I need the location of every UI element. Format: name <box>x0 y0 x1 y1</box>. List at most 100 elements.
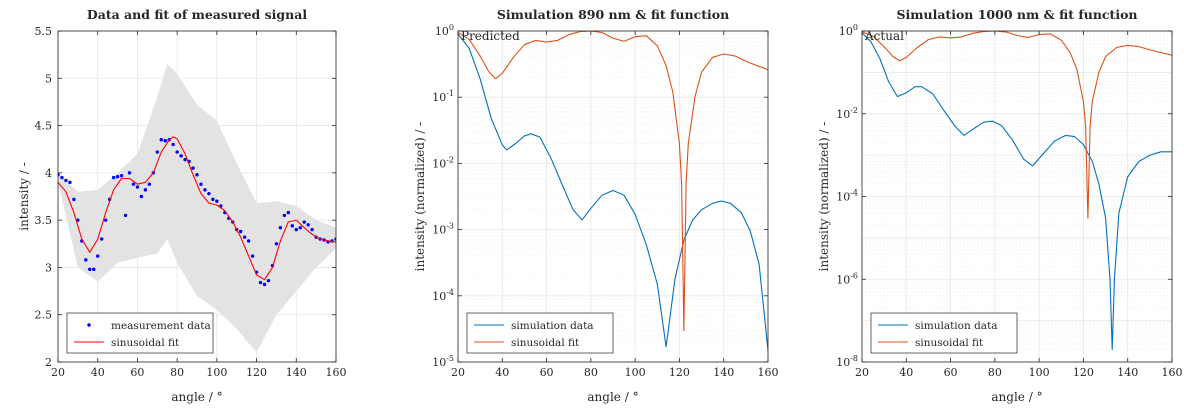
legend-box <box>66 312 214 354</box>
series-measurement-data <box>58 138 336 287</box>
y-tick-label: 10-2 <box>432 155 454 170</box>
y-tick-label: 5 <box>45 72 52 85</box>
legend: simulation data sinusoidal fit <box>870 312 1018 354</box>
data-point <box>199 182 203 186</box>
axes-box <box>57 30 337 363</box>
data-point <box>135 185 140 189</box>
x-tick-label: 40 <box>899 366 913 379</box>
data-point <box>99 237 104 241</box>
data-point <box>290 224 295 228</box>
data-point <box>207 191 211 196</box>
y-tick-label: 10-4 <box>836 189 858 204</box>
data-point <box>298 226 302 230</box>
legend-box <box>870 312 1018 354</box>
data-point <box>92 267 96 272</box>
y-tick-label: 2 <box>45 356 52 369</box>
legend-label: sinusoidal fit <box>511 337 580 349</box>
legend: simulation data sinusoidal fit <box>466 312 614 354</box>
legend-label: measurement data <box>111 320 211 332</box>
data-point <box>215 199 219 203</box>
legend-label: sinusoidal fit <box>111 337 180 349</box>
data-point <box>88 267 92 272</box>
x-tick-label: 100 <box>625 366 646 379</box>
y-axis-label: intensity (normalized) / - <box>413 122 427 272</box>
x-tick-label: 60 <box>130 366 144 379</box>
x-tick-label: 100 <box>1029 366 1050 379</box>
data-point <box>274 242 279 246</box>
y-tick-label: 2.5 <box>35 309 53 322</box>
chart-annotation: Predicted <box>461 29 520 43</box>
data-point <box>123 213 128 218</box>
legend-box <box>466 312 614 354</box>
data-point <box>139 194 144 199</box>
y-tick-label: 10-3 <box>432 222 454 237</box>
y-axis-label: intensity / - <box>17 162 31 231</box>
x-tick-label: 80 <box>170 366 184 379</box>
y-tick-label: 10-6 <box>836 271 858 286</box>
x-tick-label: 40 <box>91 366 105 379</box>
data-point <box>72 197 76 202</box>
data-point <box>282 213 287 218</box>
data-point <box>306 223 310 227</box>
data-point <box>294 227 298 232</box>
data-point <box>159 138 163 142</box>
series-line-2 <box>58 136 336 281</box>
data-point <box>119 173 124 178</box>
y-tick-label: 10-1 <box>432 89 454 104</box>
x-tick-label: 140 <box>286 366 307 379</box>
data-point <box>127 171 132 175</box>
y-tick-label: 4 <box>45 167 52 180</box>
data-point <box>68 180 72 185</box>
chart-title: Simulation 890 nm & fit function <box>497 7 729 22</box>
data-point <box>76 218 80 222</box>
data-point <box>111 175 116 180</box>
data-point <box>250 254 255 258</box>
x-tick-label: 160 <box>758 366 779 379</box>
data-point <box>286 210 291 215</box>
x-tick-label: 40 <box>495 366 509 379</box>
y-tick-label: 5.5 <box>35 25 53 38</box>
x-tick-label: 60 <box>540 366 554 379</box>
data-point <box>155 150 159 154</box>
y-tick-label: 3 <box>45 261 52 274</box>
x-tick-label: 140 <box>713 366 734 379</box>
x-axis-label: angle / ° <box>587 390 638 404</box>
y-tick-label: 100 <box>839 23 858 38</box>
chart-title: Data and fit of measured signal <box>87 7 307 22</box>
series-line-1 <box>862 32 1172 351</box>
data-point <box>310 227 314 232</box>
data-point <box>143 188 148 192</box>
data-point <box>211 197 215 202</box>
y-tick-label: 10-5 <box>432 354 454 369</box>
y-tick-label: 4.5 <box>35 120 53 133</box>
series-line-1 <box>458 33 768 351</box>
data-point <box>278 226 283 230</box>
x-tick-label: 20 <box>51 366 65 379</box>
data-point <box>246 239 251 243</box>
y-tick-label: 10-8 <box>836 354 858 369</box>
x-axis-label: angle / ° <box>991 390 1042 404</box>
x-tick-label: 60 <box>944 366 958 379</box>
legend-label: simulation data <box>915 320 998 332</box>
y-axis-label: intensity (normalized) / - <box>817 122 831 272</box>
series-line-2 <box>458 31 768 331</box>
data-point <box>84 258 88 262</box>
x-tick-label: 140 <box>1117 366 1138 379</box>
data-point <box>103 218 108 222</box>
x-tick-label: 160 <box>1162 366 1183 379</box>
data-point <box>175 150 179 154</box>
data-point <box>262 282 267 287</box>
plot-area <box>458 31 768 362</box>
x-tick-label: 120 <box>669 366 690 379</box>
chart-panel-1: 20 40 60 80 100 120 140 160 2 2.5 3 3.5 4 4.5 5 5.5 Data… <box>17 7 347 404</box>
data-point <box>171 142 175 147</box>
data-point <box>334 237 336 241</box>
data-point <box>179 154 183 158</box>
x-tick-label: 120 <box>246 366 267 379</box>
y-tick-label: 100 <box>435 23 454 38</box>
x-tick-label: 80 <box>988 366 1002 379</box>
chart-panel-2: 20 40 60 80 100 120 140 160 10-5 10-4 10-3 10-2 10-1… <box>413 7 779 404</box>
x-tick-label: 100 <box>206 366 227 379</box>
data-point <box>115 174 120 179</box>
legend-label: sinusoidal fit <box>915 337 984 349</box>
